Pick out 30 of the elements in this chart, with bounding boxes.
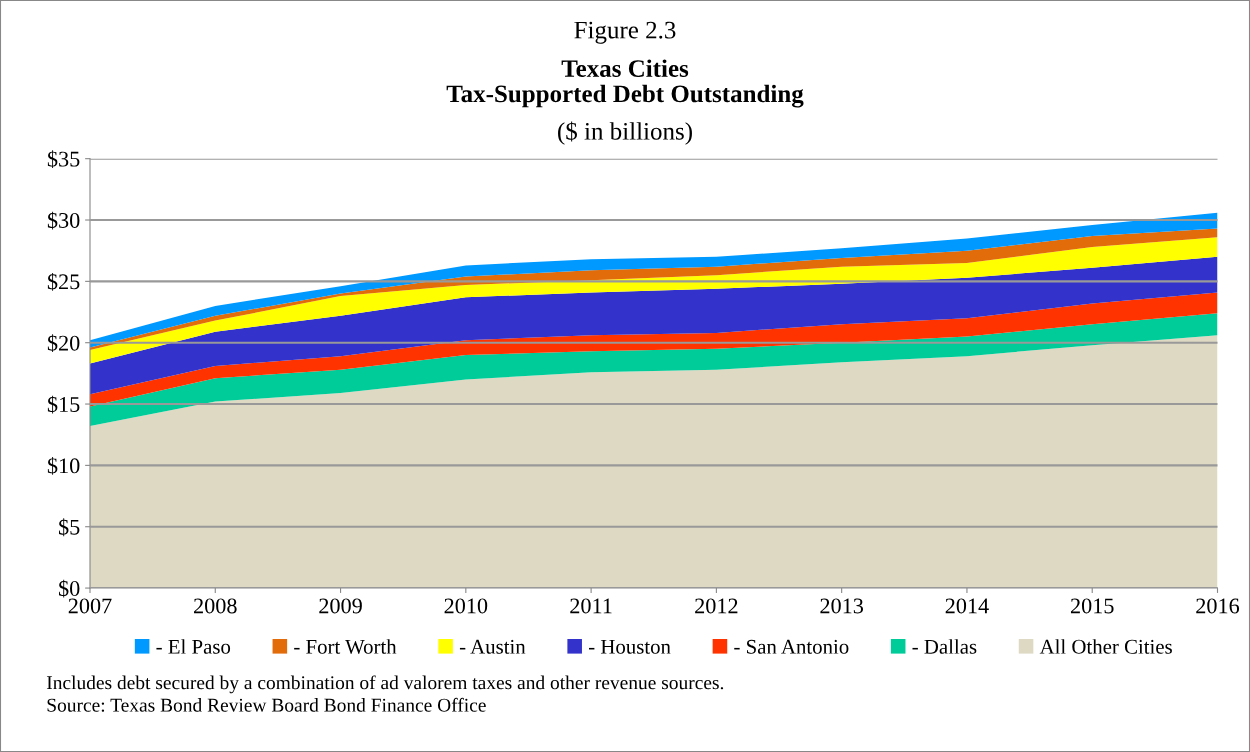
legend-label: - Fort Worth xyxy=(294,639,397,654)
chart-title: Texas Cities Tax-Supported Debt Outstanding xyxy=(446,59,804,108)
caption: Figure 2.3 xyxy=(574,21,676,44)
text: Includes debt secured by a combination of ad valorem taxes and other revenue sources. xyxy=(46,675,724,694)
legend-label: - Austin xyxy=(459,639,526,654)
x-tick-label: 2010 xyxy=(444,598,488,614)
legend-label: - San Antonio xyxy=(734,639,849,654)
source-note: Source: Texas Bond Review Board Bond Finance Office xyxy=(47,697,486,712)
y-tick-label: $0 xyxy=(59,579,80,598)
legend-label: - Houston xyxy=(588,639,671,654)
y-tick-label: $25 xyxy=(47,272,80,291)
legend-label: - El Paso xyxy=(156,639,231,654)
y-tick-label: $15 xyxy=(47,395,80,414)
x-tick-label: 2016 xyxy=(1196,598,1240,614)
x-tick-label: 2009 xyxy=(319,598,362,614)
x-tick-label: 2011 xyxy=(570,598,612,614)
x-tick-label: 2015 xyxy=(1070,598,1114,614)
x-tick-label: 2012 xyxy=(695,598,738,614)
x-tick-label: 2008 xyxy=(194,598,237,614)
y-tick-label: $20 xyxy=(47,334,80,353)
y-tick-label: $35 xyxy=(47,150,80,169)
x-tick-label: 2014 xyxy=(945,598,989,614)
y-tick-label: $5 xyxy=(59,518,80,537)
x-tick-label: 2007 xyxy=(68,598,112,614)
y-tick-label: $10 xyxy=(47,457,80,475)
y-tick-label: $30 xyxy=(47,211,80,230)
legend-label: All Other Cities xyxy=(1039,639,1172,654)
legend-label: - Dallas xyxy=(912,639,977,654)
x-tick-label: 2013 xyxy=(820,598,864,614)
chart-subtitle: ($ in billions) xyxy=(558,121,692,145)
